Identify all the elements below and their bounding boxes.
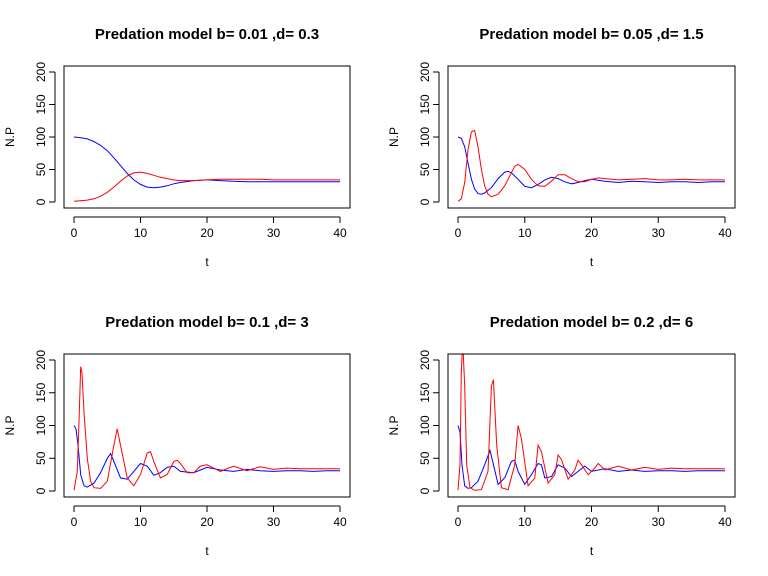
x-tick-label: 10: [134, 515, 148, 529]
series-line-blue: [457, 425, 725, 489]
x-tick-label: 20: [200, 515, 214, 529]
series-line-red: [73, 171, 340, 202]
y-tick-label: 50: [418, 163, 432, 177]
y-tick-label: 50: [34, 451, 48, 465]
x-tick-label: 40: [718, 226, 732, 240]
panel-2: 0 10 20 30 40 0 50 100 150 200 t N.P Predation model…: [387, 26, 736, 269]
series-line-red: [457, 354, 725, 491]
x-tick-label: 30: [652, 226, 666, 240]
y-tick-label: 0: [34, 487, 48, 494]
x-tick-label: 0: [455, 226, 462, 240]
x-tick-label: 40: [718, 515, 732, 529]
y-tick-label: 150: [418, 382, 432, 402]
y-axis-title: N.P: [3, 415, 17, 435]
y-axis-title: N.P: [3, 127, 17, 147]
x-tick-label: 30: [267, 515, 281, 529]
x-axis-title: t: [590, 544, 594, 558]
y-tick-label: 50: [34, 163, 48, 177]
chart-title: Predation model b= 0.2 ,d= 6: [490, 314, 693, 331]
x-tick-label: 0: [71, 226, 78, 240]
plot-frame: [63, 353, 351, 498]
y-tick-label: 100: [418, 127, 432, 147]
y-axis-title: N.P: [387, 127, 401, 147]
x-tick-label: 20: [585, 226, 599, 240]
y-axis-title: N.P: [387, 415, 401, 435]
x-tick-label: 10: [134, 226, 148, 240]
y-tick-label: 100: [34, 127, 48, 147]
x-tick-label: 30: [267, 226, 281, 240]
x-axis-title: t: [590, 255, 594, 269]
x-tick-label: 40: [333, 515, 347, 529]
chart-title: Predation model b= 0.05 ,d= 1.5: [479, 26, 703, 43]
x-tick-label: 10: [518, 515, 532, 529]
panel-3: 0 10 20 30 40 0 50 100 150 200 t N.P Predation model…: [3, 314, 351, 558]
y-tick-label: 100: [418, 415, 432, 435]
x-tick-label: 10: [518, 226, 532, 240]
plot-frame: [63, 65, 351, 209]
y-tick-label: 100: [34, 415, 48, 435]
series-line-blue: [73, 136, 340, 189]
x-tick-label: 20: [585, 515, 599, 529]
y-tick-label: 150: [34, 94, 48, 114]
x-tick-label: 40: [333, 226, 347, 240]
series-line-red: [457, 129, 725, 202]
y-tick-label: 200: [418, 62, 432, 82]
x-axis-title: t: [205, 255, 209, 269]
chart-title: Predation model b= 0.01 ,d= 0.3: [95, 26, 319, 43]
y-tick-label: 0: [34, 198, 48, 205]
y-tick-label: 150: [418, 94, 432, 114]
series-line-blue: [457, 136, 725, 195]
plot-frame: [447, 65, 736, 209]
chart-title: Predation model b= 0.1 ,d= 3: [105, 314, 308, 331]
y-tick-label: 50: [418, 451, 432, 465]
y-tick-label: 200: [418, 350, 432, 370]
y-tick-label: 0: [418, 487, 432, 494]
plot-frame: [447, 353, 736, 498]
series-line-red: [73, 366, 340, 491]
x-tick-label: 0: [71, 515, 78, 529]
x-tick-label: 30: [652, 515, 666, 529]
series-line-blue: [73, 425, 340, 488]
panel-4: 0 10 20 30 40 0 50 100 150 200 t N.P Predation model…: [387, 314, 736, 558]
x-tick-label: 20: [200, 226, 214, 240]
y-tick-label: 150: [34, 382, 48, 402]
x-tick-label: 0: [455, 515, 462, 529]
panel-1: 0 10 20 30 40 0 50 100 150 200 t N.P Predation model…: [3, 26, 351, 269]
y-tick-label: 200: [34, 62, 48, 82]
y-tick-label: 200: [34, 350, 48, 370]
x-axis-title: t: [205, 544, 209, 558]
y-tick-label: 0: [418, 198, 432, 205]
